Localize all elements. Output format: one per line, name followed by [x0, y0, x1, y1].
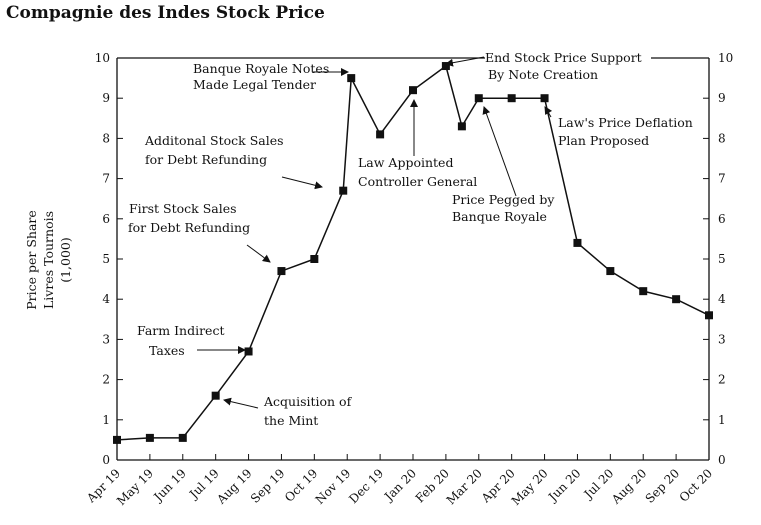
y-tick-label-right: 9: [718, 91, 726, 105]
data-point: [310, 255, 319, 263]
x-tick-label: Jun 20: [544, 466, 583, 505]
annotation-label: Farm Indirect Taxes: [137, 323, 224, 358]
y-tick-label-left: 5: [102, 252, 110, 266]
y-tick-label-left: 10: [95, 51, 110, 65]
x-tick-label: Sep 20: [643, 466, 683, 506]
x-tick-label: Sep 19: [248, 466, 288, 506]
y-tick-label-left: 1: [102, 413, 110, 427]
annotation-arrow: [544, 106, 553, 118]
y-tick-label-right: 6: [718, 212, 726, 226]
y-tick-label-right: 0: [718, 453, 726, 467]
y-axis-label: Price per Share Livres Tournois (1,000): [24, 210, 73, 310]
x-tick-label: May 19: [114, 466, 156, 508]
x-tick-label: May 20: [509, 466, 551, 508]
data-point: [339, 186, 348, 195]
annotation-arrows: [197, 56, 553, 409]
annotation-label: Additonal Stock Sales for Debt Refunding: [144, 133, 284, 167]
annotation-label: Law's Price Deflation Plan Proposed: [558, 115, 693, 148]
data-point: [606, 267, 615, 276]
x-tick-label: Nov 19: [313, 466, 354, 507]
data-point: [409, 86, 417, 95]
y-tick-label-right: 4: [718, 292, 726, 306]
data-point: [178, 433, 187, 442]
axes: [116, 57, 710, 461]
data-point: [113, 435, 121, 444]
data-point: [145, 433, 154, 442]
x-tick-label: Aug 19: [214, 466, 255, 507]
annotation-arrow: [445, 56, 485, 67]
data-point: [244, 347, 253, 356]
x-tick-label: Jun 19: [150, 466, 189, 505]
y-tick-label-right: 7: [718, 172, 726, 186]
y-tick-label-left: 3: [102, 332, 110, 346]
y-tick-label-right: 3: [718, 332, 726, 346]
annotation-label: Acquisition of the Mint: [263, 394, 353, 428]
y-tick-label-left: 0: [102, 453, 110, 467]
data-point: [277, 267, 286, 276]
annotation-arrow: [223, 397, 259, 409]
data-point: [474, 94, 483, 103]
y-axis-label: (1,000): [58, 237, 73, 283]
data-point: [507, 94, 516, 103]
data-point: [211, 391, 220, 400]
y-tick-label-right: 8: [718, 131, 726, 145]
x-tick-label: Aug 20: [608, 466, 649, 507]
x-tick-label: Jan 20: [380, 466, 419, 505]
y-tick-label-left: 8: [102, 131, 110, 145]
data-point: [573, 238, 582, 247]
y-tick-label-right: 5: [718, 252, 726, 266]
data-point: [347, 74, 356, 83]
y-tick-label-left: 2: [102, 373, 110, 387]
x-tick-label: Oct 20: [677, 466, 716, 505]
x-tick-label: Mar 20: [444, 466, 485, 507]
y-tick-label-left: 6: [102, 212, 110, 226]
y-tick-label-right: 1: [718, 413, 726, 427]
annotation-label: Law Appointed Controller General: [358, 155, 477, 189]
chart-title: Compagnie des Indes Stock Price: [6, 3, 325, 23]
y-tick-label-left: 7: [102, 172, 110, 186]
annotation-label: Price Pegged by Banque Royale: [452, 192, 555, 224]
annotation-arrow: [281, 176, 323, 190]
data-point: [672, 295, 681, 304]
y-axis-label: Livres Tournois: [41, 211, 56, 309]
annotation-arrow: [246, 244, 271, 263]
data-point: [457, 122, 466, 131]
annotations: Banque Royale Notes Made Legal Tender End …: [128, 50, 693, 428]
annotation-label: End Stock Price Support By Note Creation: [485, 50, 642, 82]
data-point: [540, 94, 549, 103]
annotation-label: First Stock Sales for Debt Refunding: [128, 201, 250, 235]
y-tick-label-left: 9: [102, 91, 110, 105]
data-point: [705, 311, 713, 320]
x-tick-label: Dec 19: [346, 466, 386, 506]
y-axis-label: Price per Share: [24, 210, 39, 310]
y-tick-label-right: 2: [718, 373, 726, 387]
y-tick-label-right: 10: [718, 51, 733, 65]
y-tick-label-left: 4: [102, 292, 110, 306]
data-point: [639, 287, 648, 296]
data-point: [376, 130, 385, 139]
annotation-label: Banque Royale Notes Made Legal Tender: [193, 61, 329, 92]
annotation-arrow: [482, 106, 517, 197]
